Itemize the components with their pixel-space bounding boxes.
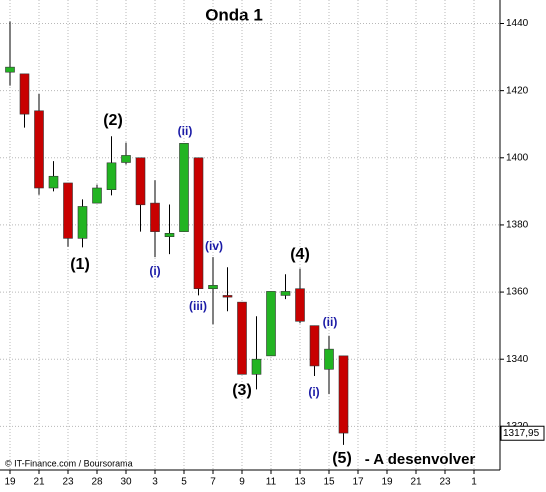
y-tick-label: 1380 <box>506 220 529 231</box>
candle-body <box>237 301 247 375</box>
candle-body <box>5 66 15 73</box>
wave-label: (ii) <box>178 124 193 138</box>
wave-label: (2) <box>103 112 123 129</box>
x-tick-label: 30 <box>120 477 132 488</box>
x-tick-label: 9 <box>239 477 245 488</box>
x-tick-label: 23 <box>439 477 451 488</box>
x-tick-label: 13 <box>294 477 306 488</box>
wave-label: (iv) <box>205 239 223 253</box>
last-price-box <box>500 425 545 441</box>
candle-body <box>338 355 349 434</box>
x-tick-label: 28 <box>91 477 103 488</box>
candle-body <box>251 358 262 375</box>
candle-body <box>92 187 102 204</box>
candle-body <box>208 285 218 290</box>
candle-body <box>295 288 305 322</box>
candle-body <box>280 291 291 296</box>
candle-body <box>179 143 189 232</box>
candle-body <box>34 110 44 189</box>
candle-body <box>63 182 73 239</box>
x-tick-label: 15 <box>323 477 335 488</box>
y-tick-label: 1360 <box>506 287 529 298</box>
y-tick-label: 1340 <box>506 354 529 365</box>
x-tick-label: 1 <box>471 477 477 488</box>
candle-body <box>135 157 146 206</box>
wave-label: (ii) <box>323 315 338 329</box>
last-price-label: 1317,95 <box>503 428 540 439</box>
x-tick-label: 23 <box>62 477 74 488</box>
candle-body <box>164 233 175 237</box>
x-tick-label: 11 <box>266 477 277 488</box>
chart-title: Onda 1 <box>205 5 263 24</box>
wave-label: (i) <box>308 385 319 399</box>
y-tick-label: 1420 <box>506 85 529 96</box>
y-tick-label: 1440 <box>506 18 529 29</box>
candle-body <box>309 325 320 367</box>
x-tick-label: 7 <box>210 477 216 488</box>
candle-body <box>193 157 204 290</box>
wave-label: (1) <box>70 256 90 273</box>
candle-body <box>121 155 131 163</box>
candle-body <box>106 162 117 190</box>
x-tick-label: 5 <box>181 477 187 488</box>
wave-label: (5) <box>332 450 352 467</box>
candle-body <box>222 295 233 298</box>
source-note: © IT-Finance.com / Boursorama <box>5 458 133 468</box>
candle-body <box>19 73 30 115</box>
wave-label: (3) <box>232 382 252 399</box>
x-tick-label: 21 <box>33 477 45 488</box>
x-tick-label: 17 <box>352 477 364 488</box>
x-tick-label: 3 <box>152 477 158 488</box>
wave-label: (iii) <box>189 299 207 313</box>
wave-label: (4) <box>290 246 310 263</box>
candle-body <box>48 175 59 189</box>
candle-body <box>150 202 160 232</box>
candle-body <box>77 206 88 239</box>
x-tick-label: 21 <box>410 477 422 488</box>
y-tick-label: 1400 <box>506 152 529 163</box>
x-tick-label: 19 <box>4 477 16 488</box>
candle-body <box>324 348 334 370</box>
candle-body <box>266 291 276 357</box>
wave-label: - A desenvolver <box>365 451 476 468</box>
x-tick-label: 19 <box>381 477 393 488</box>
wave-label: (i) <box>149 264 160 278</box>
